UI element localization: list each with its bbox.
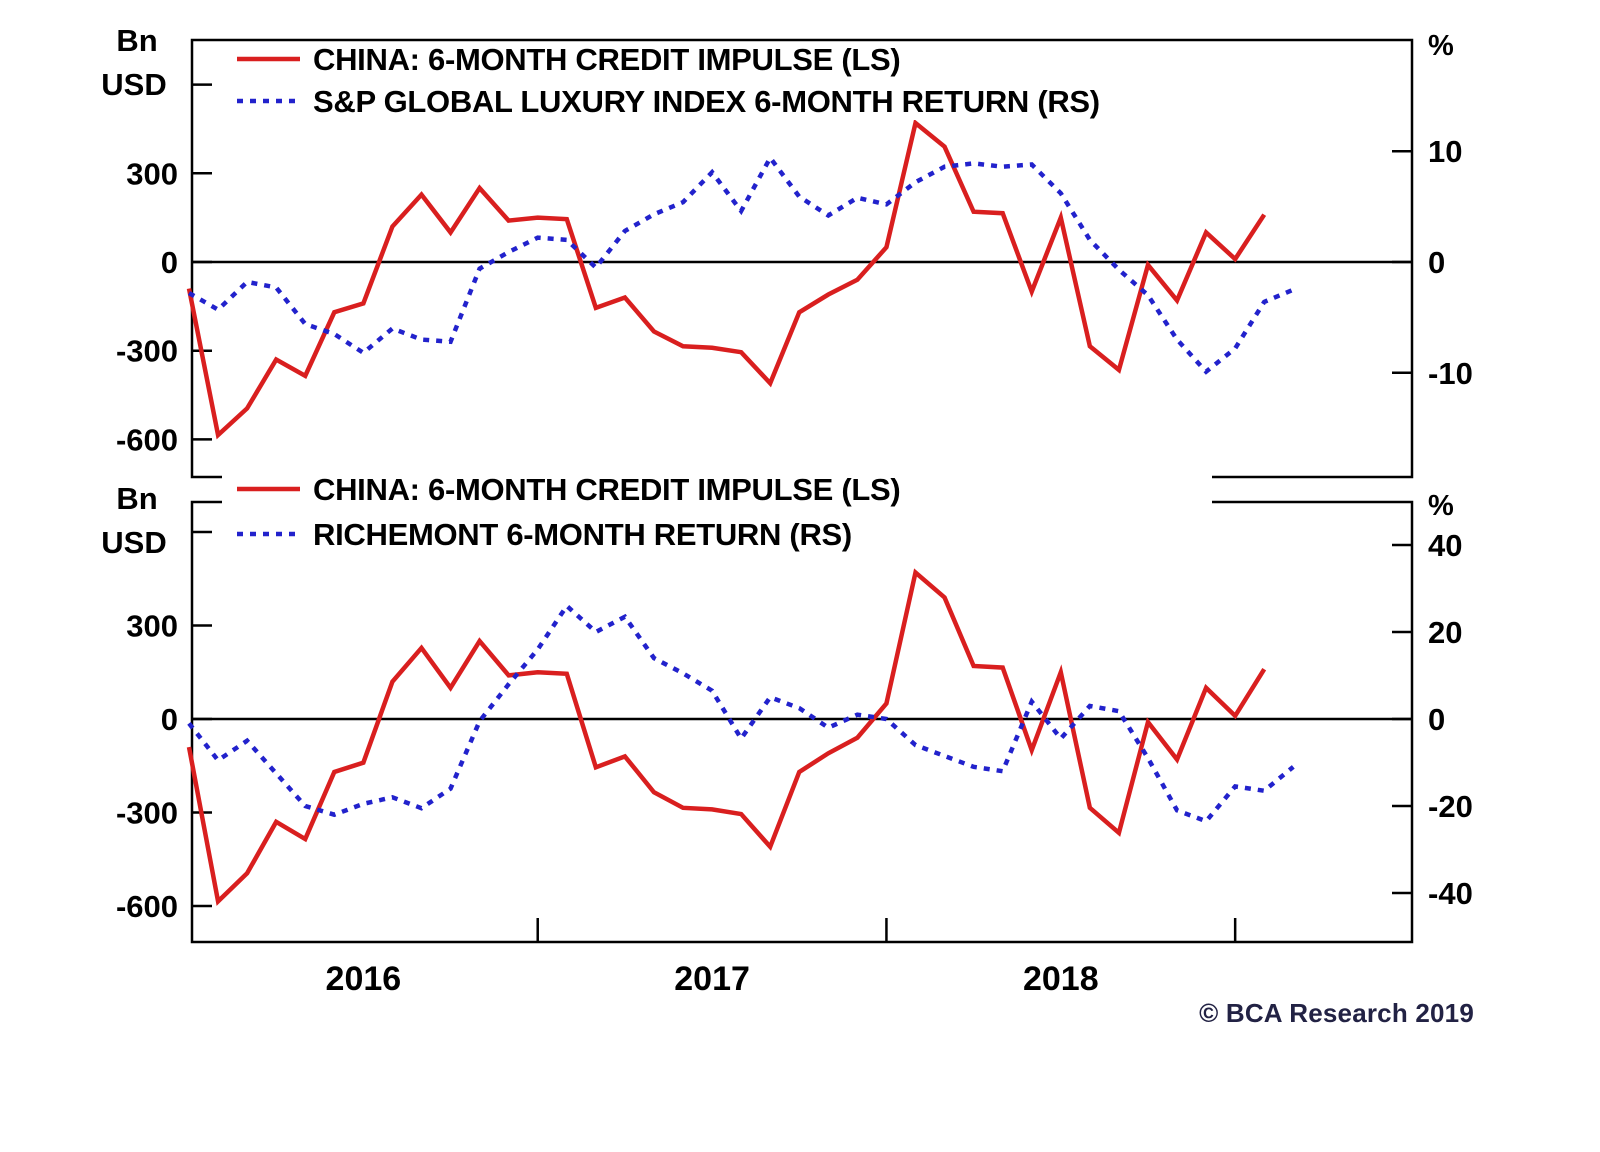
copyright-note: © BCA Research 2019 <box>1199 998 1474 1028</box>
left-axis-unit-bn: Bn <box>116 23 157 58</box>
left-axis-tick-label: -600 <box>116 889 178 924</box>
left-axis-tick-label: -300 <box>116 334 178 369</box>
x-axis-year-label-2018: 2018 <box>1023 960 1099 998</box>
right-axis-tick-label: 40 <box>1428 528 1462 563</box>
right-axis-tick-label: -20 <box>1428 789 1473 824</box>
x-axis-year-label-2016: 2016 <box>326 960 402 998</box>
left-axis-unit-bn: Bn <box>116 481 157 516</box>
right-axis-unit-pct: % <box>1428 490 1454 522</box>
left-axis-unit-usd: USD <box>101 67 166 102</box>
right-axis-tick-label: 0 <box>1428 245 1445 280</box>
left-axis-tick-label: 300 <box>126 156 178 191</box>
chart-top-panel: 300 0 -300 -600 10 0 -10 Bn USD% CHINA: 6-MONTH C… <box>101 23 1473 479</box>
legend-label-series-0: CHINA: 6-MONTH CREDIT IMPULSE (LS) <box>313 42 900 77</box>
right-axis-tick-label: -40 <box>1428 876 1473 911</box>
top-blue-dashed-line <box>187 153 1295 375</box>
right-axis-unit-pct: % <box>1428 30 1454 62</box>
legend-box <box>222 468 1212 558</box>
left-axis-tick-label: 0 <box>161 245 178 280</box>
chart-bottom-panel: 300 0 -300 -600 40 20 0 -20 -40 Bn USD% CHINA: 6-MO… <box>101 468 1473 944</box>
legend-label-series-1: S&P GLOBAL LUXURY INDEX 6-MONTH RETURN (… <box>313 84 1100 119</box>
left-axis-tick-label: -300 <box>116 796 178 831</box>
left-axis-unit-usd: USD <box>101 525 166 560</box>
top-red-line <box>186 119 1267 440</box>
legend-label-series-0: CHINA: 6-MONTH CREDIT IMPULSE (LS) <box>313 472 900 507</box>
right-axis-tick-label: 20 <box>1428 615 1462 650</box>
right-axis-tick-label: -10 <box>1428 356 1473 391</box>
right-axis-tick-label: 0 <box>1428 702 1445 737</box>
left-axis-tick-label: -600 <box>116 422 178 457</box>
left-axis-tick-label: 300 <box>126 608 178 643</box>
left-axis-tick-label: 0 <box>161 702 178 737</box>
plot-border <box>190 500 1414 944</box>
legend-label-series-1: RICHEMONT 6-MONTH RETURN (RS) <box>313 517 852 552</box>
bottom-red-line <box>186 568 1267 906</box>
right-axis-tick-label: 10 <box>1428 134 1462 169</box>
x-axis-year-label-2017: 2017 <box>674 960 750 998</box>
legend-box <box>222 42 1212 120</box>
